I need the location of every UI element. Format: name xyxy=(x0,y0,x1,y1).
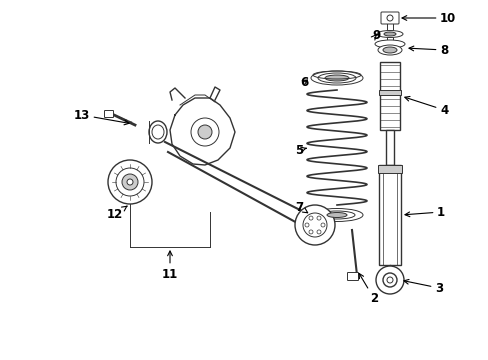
Ellipse shape xyxy=(318,211,354,219)
Circle shape xyxy=(316,216,320,220)
Circle shape xyxy=(116,168,143,196)
Circle shape xyxy=(375,266,403,294)
Bar xyxy=(386,23,392,50)
Ellipse shape xyxy=(152,125,163,139)
Text: 12: 12 xyxy=(107,206,127,221)
Circle shape xyxy=(386,277,392,283)
Circle shape xyxy=(127,179,133,185)
Circle shape xyxy=(386,15,392,21)
Circle shape xyxy=(191,118,219,146)
Ellipse shape xyxy=(325,75,348,81)
Text: 13: 13 xyxy=(74,108,129,125)
Ellipse shape xyxy=(310,71,362,85)
Circle shape xyxy=(382,273,396,287)
Text: 1: 1 xyxy=(404,206,444,219)
Circle shape xyxy=(122,174,138,190)
Ellipse shape xyxy=(326,212,346,217)
Text: 8: 8 xyxy=(408,44,447,57)
Bar xyxy=(377,165,401,173)
Circle shape xyxy=(308,230,312,234)
Bar xyxy=(378,90,400,95)
Ellipse shape xyxy=(149,121,167,143)
Text: 3: 3 xyxy=(403,279,442,294)
Circle shape xyxy=(316,230,320,234)
Circle shape xyxy=(303,213,326,237)
Bar xyxy=(385,130,393,165)
Text: 7: 7 xyxy=(294,201,307,213)
Text: 6: 6 xyxy=(299,76,307,89)
Ellipse shape xyxy=(382,47,396,53)
Text: 11: 11 xyxy=(162,251,178,282)
Text: 10: 10 xyxy=(401,12,455,24)
FancyBboxPatch shape xyxy=(347,273,358,280)
Text: 4: 4 xyxy=(404,96,447,117)
Circle shape xyxy=(305,223,308,227)
Text: 9: 9 xyxy=(370,28,380,41)
Ellipse shape xyxy=(310,208,362,221)
Ellipse shape xyxy=(376,31,402,37)
Circle shape xyxy=(308,216,312,220)
Ellipse shape xyxy=(317,73,355,83)
Circle shape xyxy=(108,160,152,204)
Bar xyxy=(379,62,399,130)
Polygon shape xyxy=(164,134,314,212)
Circle shape xyxy=(198,125,212,139)
FancyBboxPatch shape xyxy=(380,12,398,24)
Bar xyxy=(378,165,400,265)
Text: 2: 2 xyxy=(358,274,377,305)
Ellipse shape xyxy=(374,40,404,48)
Ellipse shape xyxy=(377,45,401,55)
Circle shape xyxy=(294,205,334,245)
Text: 5: 5 xyxy=(294,144,305,157)
Circle shape xyxy=(320,223,325,227)
FancyBboxPatch shape xyxy=(104,111,113,117)
Ellipse shape xyxy=(383,32,395,36)
